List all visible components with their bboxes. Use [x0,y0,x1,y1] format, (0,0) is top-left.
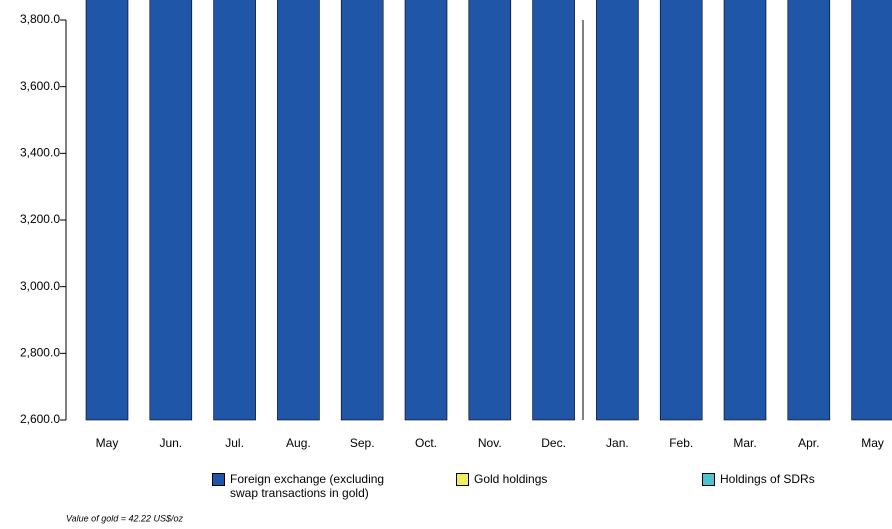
legend-item: Gold holdings [456,472,576,486]
bar-segment [787,0,831,421]
note: Value of gold = 42.22 US$/oz [66,513,184,523]
y-tick-label: 3,200.0 [20,212,60,226]
y-tick-label: 3,000.0 [20,279,60,293]
legend-label: Foreign exchange (excluding swap transac… [230,472,385,500]
bar-segment [659,0,703,421]
bar-segment [85,0,129,421]
y-tick-label: 3,800.0 [20,12,60,26]
bar-segment [149,0,193,421]
x-tick-label: Dec. [541,436,566,450]
legend-label: Gold holdings [474,472,548,486]
y-tick-label: 2,800.0 [20,346,60,360]
x-tick-label: May [861,436,884,450]
legend-label: Holdings of SDRs [720,472,815,486]
x-tick-label: Nov. [478,436,502,450]
y-tick-label: 2,600.0 [20,412,60,426]
legend-item: Holdings of SDRs [702,472,852,486]
bar-segment [404,0,448,421]
legend-swatch [456,473,469,486]
x-tick-label: Jul. [225,436,244,450]
bar-segment [851,0,892,421]
x-tick-label: Jun. [159,436,182,450]
bar-segment [277,0,320,421]
bar-segment [213,0,256,421]
x-tick-label: Mar. [733,436,756,450]
y-tick-label: 3,400.0 [20,146,60,160]
x-tick-label: Oct. [415,436,437,450]
bar-segment [532,0,575,421]
y-tick-label: 3,600.0 [20,79,60,93]
x-tick-label: Apr. [798,436,819,450]
x-tick-label: Sep. [350,436,375,450]
bar-segment [340,0,384,421]
legend-swatch [212,473,225,486]
legend-item: Foreign exchange (excluding swap transac… [212,472,412,500]
bar-segment [596,0,639,421]
legend-swatch [702,473,715,486]
x-tick-label: Feb. [669,436,693,450]
x-tick-label: Jan. [606,436,629,450]
bar-segment [723,0,767,421]
x-tick-label: May [96,436,119,450]
x-tick-label: Aug. [286,436,311,450]
bar-segment [468,0,512,421]
